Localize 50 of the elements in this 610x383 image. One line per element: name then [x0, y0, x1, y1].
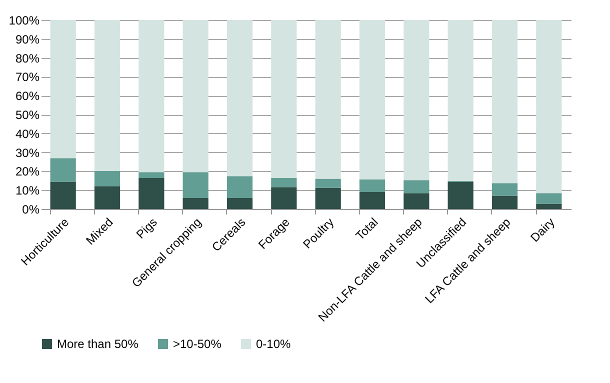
bar — [492, 196, 518, 209]
bar — [492, 20, 518, 184]
bar — [94, 20, 120, 171]
bar — [182, 198, 208, 209]
bar — [404, 20, 430, 180]
bar — [226, 176, 253, 198]
y-tick-label: 0% — [22, 202, 40, 216]
bar — [404, 180, 430, 194]
y-tick-label: 90% — [15, 32, 40, 46]
bar — [448, 182, 474, 209]
bar — [94, 186, 120, 209]
legend-label: More than 50% — [57, 337, 139, 351]
y-tick-label: 50% — [15, 108, 40, 122]
bar — [138, 178, 164, 209]
bar — [182, 172, 208, 198]
bar — [226, 198, 253, 209]
bar — [359, 192, 386, 209]
bar — [315, 178, 341, 188]
y-tick-label: 20% — [15, 164, 40, 179]
bar — [536, 193, 562, 204]
y-tick-label: 100% — [8, 14, 40, 28]
bar — [359, 180, 386, 192]
bar — [315, 188, 341, 209]
bar — [448, 20, 474, 182]
bar — [492, 183, 518, 196]
x-tick-label: Pigs — [133, 215, 160, 242]
bar — [50, 20, 76, 158]
bar — [271, 20, 297, 178]
y-tick-label: 10% — [15, 184, 40, 198]
bar — [536, 20, 562, 194]
y-tick-label: 70% — [15, 70, 40, 84]
bar — [50, 158, 76, 182]
y-tick-label: 40% — [15, 126, 40, 141]
y-tick-label: 80% — [15, 51, 40, 66]
bar — [50, 182, 76, 209]
bar — [182, 20, 208, 172]
bar — [138, 20, 164, 172]
bar — [271, 187, 297, 209]
y-tick-label: 60% — [15, 89, 40, 104]
bar — [404, 193, 430, 209]
bar — [138, 172, 164, 178]
bar — [94, 170, 120, 186]
bar — [271, 178, 297, 188]
legend-label: 0-10% — [256, 337, 292, 351]
legend-label: >10-50% — [173, 337, 222, 351]
bar — [359, 20, 386, 180]
bar — [536, 204, 562, 209]
y-tick-label: 30% — [15, 146, 40, 160]
bar — [315, 20, 341, 179]
bar — [226, 20, 253, 176]
